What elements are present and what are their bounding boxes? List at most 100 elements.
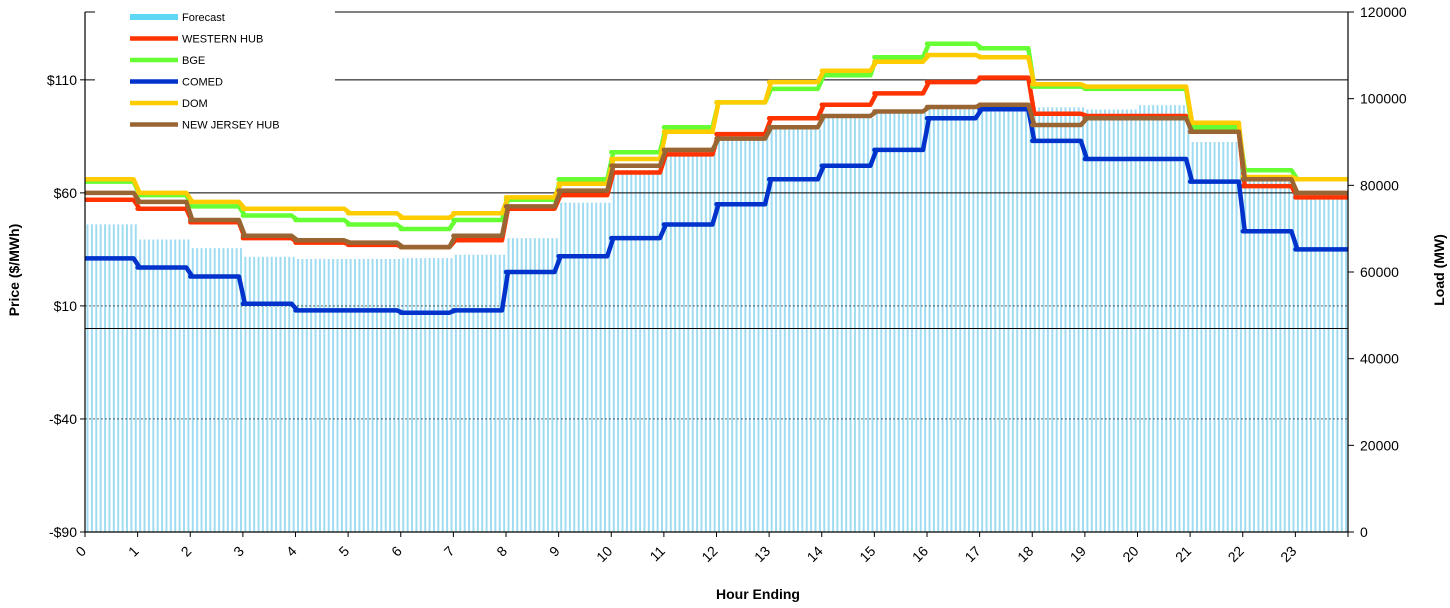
forecast-bar (823, 118, 826, 533)
forecast-bar (121, 224, 124, 532)
forecast-bar (367, 259, 370, 532)
forecast-bar (318, 259, 321, 532)
forecast-bar (560, 202, 563, 533)
forecast-bar (498, 254, 501, 533)
forecast-bar (1077, 107, 1080, 532)
forecast-bar (1007, 103, 1010, 532)
forecast-bar (696, 148, 699, 532)
forecast-bar (1003, 103, 1006, 532)
forecast-bar (634, 170, 637, 533)
forecast-bar (1156, 105, 1159, 533)
forecast-bar (253, 256, 256, 532)
forecast-bar (450, 258, 453, 532)
forecast-bar (419, 258, 422, 532)
forecast-bar (1147, 105, 1150, 533)
forecast-bar (612, 170, 615, 533)
forecast-bar (1152, 105, 1155, 533)
forecast-bar (814, 129, 817, 532)
forecast-bar (1165, 105, 1168, 533)
forecast-bar (191, 248, 194, 533)
forecast-bar (108, 224, 111, 532)
forecast-bar (941, 107, 944, 532)
forecast-bar (345, 259, 348, 532)
forecast-bar (292, 256, 295, 532)
forecast-bar (1217, 142, 1220, 532)
forecast-bar (1060, 107, 1063, 532)
forecast-bar (739, 137, 742, 533)
forecast-bar (432, 258, 435, 532)
forecast-bar (222, 248, 225, 533)
forecast-bar (902, 111, 905, 533)
forecast-bar (595, 202, 598, 533)
forecast-bar (1046, 107, 1049, 532)
forecast-bar (1248, 176, 1251, 533)
forecast-bar (1125, 109, 1128, 532)
forecast-bar (1038, 107, 1041, 532)
forecast-bar (235, 248, 238, 533)
forecast-bar (748, 137, 751, 533)
forecast-bar (551, 238, 554, 532)
forecast-bar (1095, 109, 1098, 532)
forecast-bar (726, 137, 729, 533)
forecast-bar (976, 107, 979, 532)
forecast-bar (244, 256, 247, 532)
forecast-bar (520, 238, 523, 532)
forecast-bar (1025, 103, 1027, 532)
forecast-bar (156, 239, 159, 532)
forecast-bar (599, 202, 602, 533)
forecast-bar (1121, 109, 1124, 532)
y2-tick-label: 0 (1360, 524, 1368, 540)
forecast-bar (99, 224, 102, 532)
forecast-bar (1112, 109, 1115, 532)
forecast-bar (1200, 142, 1203, 532)
forecast-bar (1055, 107, 1058, 532)
forecast-bar (1310, 194, 1313, 532)
forecast-bar (542, 238, 545, 532)
y2-tick-label: 60000 (1360, 264, 1399, 280)
forecast-bar (1204, 142, 1207, 532)
forecast-bar (1117, 109, 1120, 532)
forecast-bar (1261, 176, 1264, 533)
forecast-bar (516, 238, 519, 532)
forecast-bar (950, 107, 953, 532)
forecast-bar (169, 239, 172, 532)
forecast-bar (1213, 142, 1216, 532)
series-line-new-jersey-hub (85, 102, 1348, 250)
forecast-bar (801, 129, 804, 532)
forecast-bar (568, 202, 571, 533)
forecast-bar (424, 258, 427, 532)
y-axis-title: Price ($/MWh) (6, 224, 22, 317)
forecast-bar (577, 202, 580, 533)
forecast-bar (700, 148, 703, 532)
forecast-bar (1090, 109, 1093, 532)
forecast-bar (1187, 105, 1190, 533)
forecast-bar (349, 259, 352, 532)
forecast-bar (573, 202, 576, 533)
y-tick-label: $60 (54, 185, 78, 201)
forecast-bar (1099, 109, 1102, 532)
forecast-bar (406, 258, 409, 532)
forecast-bar (687, 148, 690, 532)
forecast-bar (1222, 142, 1225, 532)
forecast-bar (1103, 109, 1106, 532)
forecast-bar (301, 259, 304, 532)
forecast-bar (257, 256, 260, 532)
forecast-bars (86, 103, 1348, 533)
forecast-bar (867, 118, 870, 533)
forecast-bar (248, 256, 251, 532)
legend-label: NEW JERSEY HUB (182, 120, 280, 132)
forecast-bar (704, 148, 707, 532)
forecast-bar (1020, 103, 1023, 532)
legend-label: DOM (182, 98, 208, 110)
legend: Forecast WESTERN HUB BGE COMED DOM NEW JERSEY… (95, 2, 335, 142)
forecast-bar (968, 107, 970, 532)
forecast-bar (604, 202, 606, 533)
forecast-bar (1209, 142, 1212, 532)
forecast-bar (981, 103, 984, 532)
forecast-bar (533, 238, 536, 532)
forecast-bar (617, 170, 620, 533)
forecast-bar (415, 258, 418, 532)
forecast-bar (1292, 176, 1295, 533)
forecast-bar (503, 254, 506, 533)
forecast-bar (722, 137, 725, 533)
